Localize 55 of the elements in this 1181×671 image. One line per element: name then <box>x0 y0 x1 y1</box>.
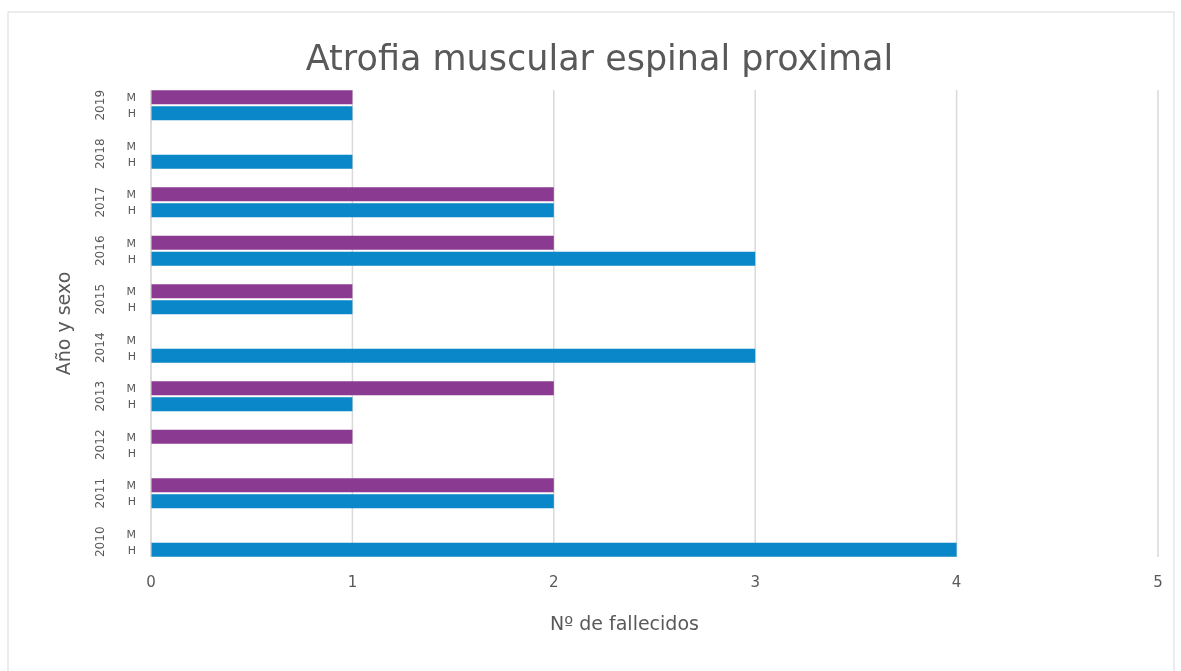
text: M <box>126 479 136 493</box>
y-tick-label: 2018 <box>93 138 107 170</box>
text: H <box>127 252 136 266</box>
text: M <box>126 333 136 347</box>
y-tick-label: 2014 <box>93 332 107 364</box>
text: M <box>126 285 136 299</box>
y-tick-label: 2016 <box>93 235 107 267</box>
text: H <box>127 398 136 412</box>
x-tick-label: 5 <box>1153 573 1163 591</box>
bar <box>151 251 756 266</box>
y-tick-label: 2010 <box>93 526 107 558</box>
bar <box>151 348 756 363</box>
y-tick-label: 2012 <box>93 429 107 461</box>
text: M <box>126 430 136 444</box>
bar <box>151 300 353 315</box>
bar <box>151 397 353 412</box>
bar <box>151 542 957 557</box>
bar <box>151 494 554 509</box>
text: M <box>126 188 136 202</box>
text: H <box>127 446 136 460</box>
x-tick-label: 0 <box>146 573 156 591</box>
x-tick-label: 3 <box>750 573 760 591</box>
bar <box>151 187 554 202</box>
text: M <box>126 382 136 396</box>
text: H <box>127 204 136 218</box>
text: H <box>127 543 136 557</box>
x-tick-label: 4 <box>951 573 962 591</box>
series-label: M <box>126 91 136 105</box>
text: M <box>126 527 136 541</box>
x-tick-label: 2 <box>549 573 559 591</box>
y-tick-label: 2015 <box>93 283 107 315</box>
bar <box>151 381 554 396</box>
y-tick-label: 2013 <box>93 380 107 412</box>
x-tick-label: 1 <box>347 573 358 591</box>
chart-title: Atrofia muscular espinal proximal <box>305 38 894 78</box>
bar <box>151 90 353 105</box>
series-label: H <box>127 107 136 121</box>
text: M <box>126 236 136 250</box>
text: H <box>127 495 136 509</box>
y-axis-title: Año y sexo <box>52 271 74 376</box>
x-axis-title: Nº de fallecidos <box>550 612 699 634</box>
text: M <box>126 139 136 153</box>
y-tick-label: 2017 <box>93 186 107 218</box>
y-tick-label: 2011 <box>93 477 107 509</box>
text: H <box>127 155 136 169</box>
bar <box>151 429 353 444</box>
bar <box>151 284 353 299</box>
bar <box>151 106 353 121</box>
text: H <box>127 301 136 315</box>
bar <box>151 203 554 218</box>
bar <box>151 235 554 250</box>
bar <box>151 478 554 493</box>
bar <box>151 154 353 169</box>
text: H <box>127 349 136 363</box>
y-tick-label: 2019 <box>93 89 107 121</box>
